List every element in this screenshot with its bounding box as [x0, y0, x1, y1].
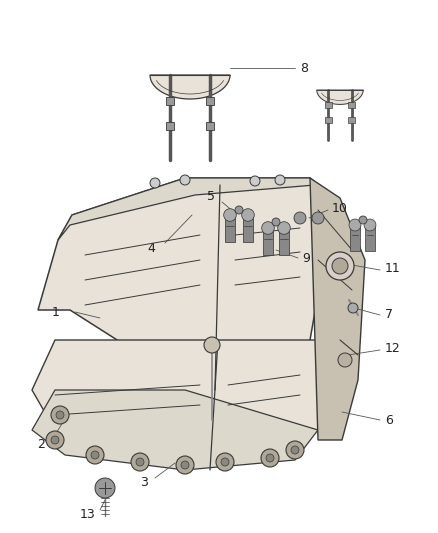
Circle shape — [180, 175, 190, 185]
Circle shape — [221, 458, 229, 466]
Circle shape — [312, 212, 324, 224]
Circle shape — [51, 406, 69, 424]
Text: 10: 10 — [332, 201, 348, 214]
Circle shape — [326, 252, 354, 280]
Polygon shape — [32, 390, 318, 470]
Circle shape — [86, 446, 104, 464]
Bar — [166, 122, 174, 130]
Circle shape — [204, 337, 220, 353]
Bar — [225, 215, 235, 242]
Bar — [348, 102, 355, 108]
Polygon shape — [58, 178, 335, 240]
Polygon shape — [32, 340, 335, 450]
Bar — [325, 117, 332, 123]
Text: 6: 6 — [385, 414, 393, 426]
Bar — [325, 102, 332, 108]
Circle shape — [176, 456, 194, 474]
Bar — [206, 122, 214, 130]
Text: 13: 13 — [79, 508, 95, 521]
Bar — [263, 228, 273, 255]
Circle shape — [286, 441, 304, 459]
Circle shape — [150, 178, 160, 188]
Bar — [350, 225, 360, 251]
Circle shape — [332, 258, 348, 274]
Circle shape — [224, 209, 236, 221]
Bar — [279, 228, 290, 255]
Polygon shape — [317, 90, 363, 104]
Circle shape — [294, 212, 306, 224]
Circle shape — [364, 219, 376, 231]
Circle shape — [278, 222, 290, 235]
Polygon shape — [150, 75, 230, 99]
Circle shape — [56, 411, 64, 419]
Circle shape — [181, 461, 189, 469]
Text: 11: 11 — [385, 262, 401, 274]
Polygon shape — [38, 178, 335, 400]
Circle shape — [242, 209, 254, 221]
Circle shape — [95, 478, 115, 498]
Circle shape — [51, 436, 59, 444]
Text: 7: 7 — [385, 309, 393, 321]
Text: 3: 3 — [140, 477, 148, 489]
Circle shape — [46, 431, 64, 449]
Text: 1: 1 — [52, 305, 60, 319]
Circle shape — [235, 206, 243, 214]
Circle shape — [216, 453, 234, 471]
Circle shape — [91, 451, 99, 459]
Circle shape — [266, 454, 274, 462]
Bar — [348, 117, 355, 123]
Text: 9: 9 — [302, 252, 310, 264]
Bar — [166, 96, 174, 104]
Circle shape — [136, 458, 144, 466]
Bar — [206, 96, 214, 104]
Circle shape — [291, 446, 299, 454]
Circle shape — [275, 175, 285, 185]
Circle shape — [338, 353, 352, 367]
Bar — [243, 215, 254, 242]
Circle shape — [349, 219, 361, 231]
Circle shape — [250, 176, 260, 186]
Text: 2: 2 — [37, 439, 45, 451]
Circle shape — [261, 449, 279, 467]
Text: 4: 4 — [147, 241, 155, 254]
Polygon shape — [310, 178, 365, 440]
Circle shape — [272, 218, 280, 226]
Circle shape — [359, 216, 367, 224]
Text: 12: 12 — [385, 342, 401, 354]
Text: 5: 5 — [207, 190, 215, 204]
Text: 8: 8 — [300, 61, 308, 75]
Circle shape — [348, 303, 358, 313]
Circle shape — [261, 222, 274, 235]
Bar — [365, 225, 375, 251]
Circle shape — [131, 453, 149, 471]
